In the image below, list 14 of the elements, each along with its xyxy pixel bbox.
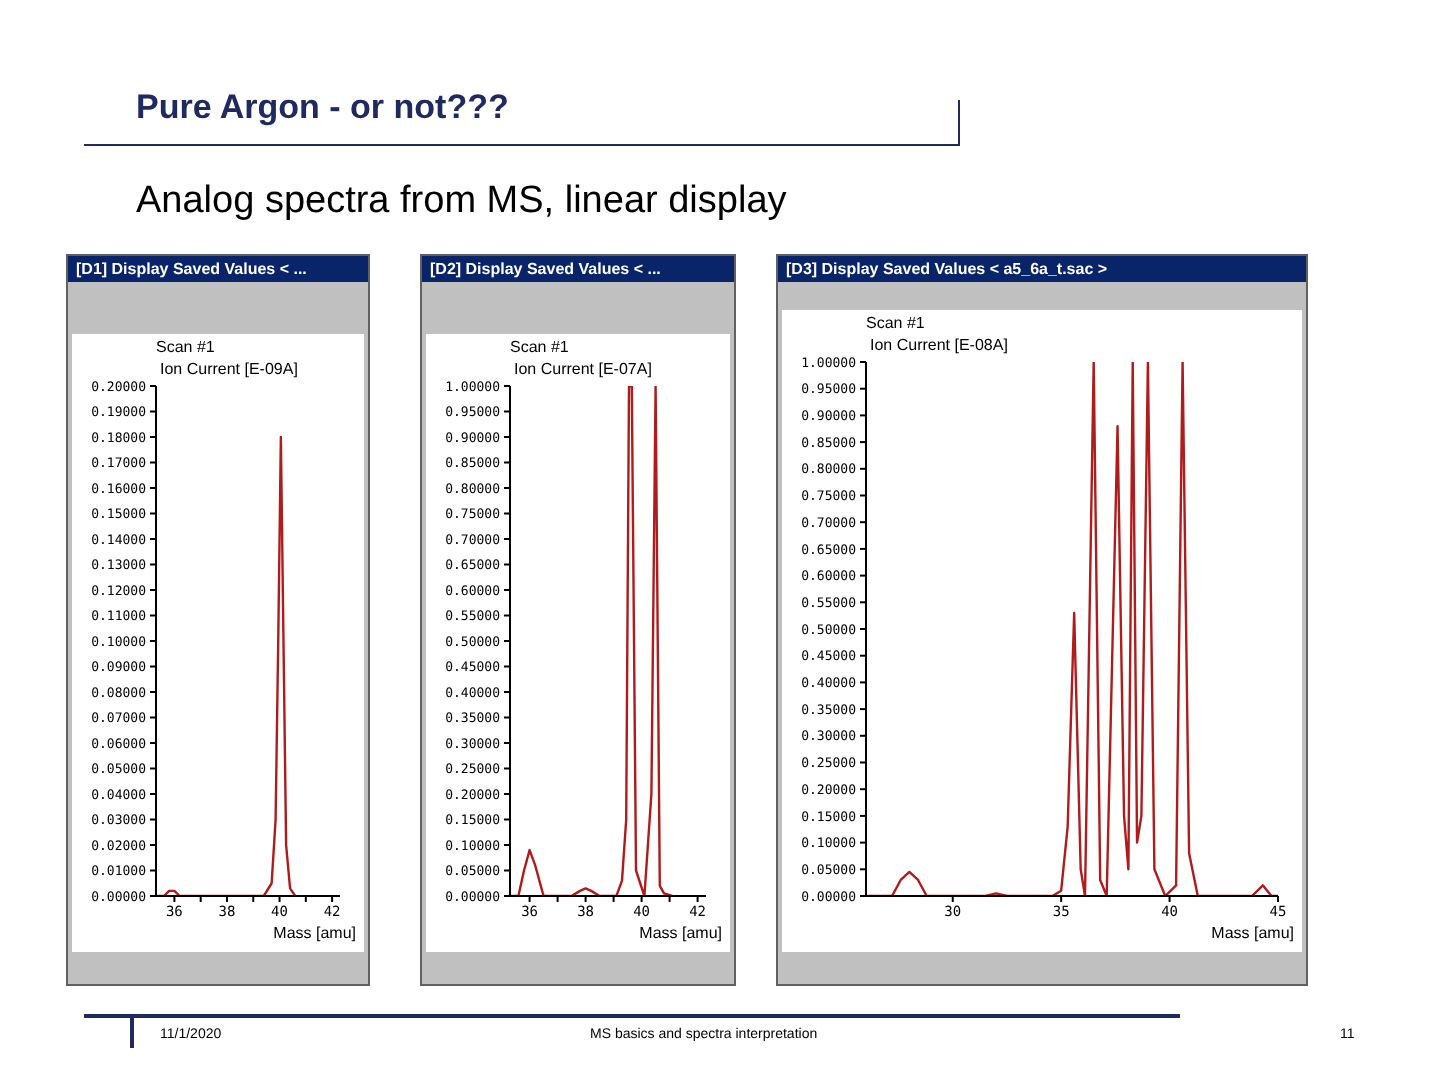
chart-title: [D2] Display Saved Values < ...	[422, 256, 734, 282]
y-axis-title: Ion Current [E-07A]	[514, 360, 654, 378]
chart-subtitle: Scan #1	[510, 338, 571, 356]
chart-subtitle: Scan #1	[866, 314, 927, 332]
x-axis-title: Mass [amu]	[637, 924, 722, 942]
chart-subtitle: Scan #1	[156, 338, 217, 356]
chart-title: [D3] Display Saved Values < a5_6a_t.sac >	[778, 256, 1306, 282]
x-axis-title: Mass [amu]	[1209, 924, 1294, 942]
text: Pure Argon - or not???	[136, 88, 509, 128]
y-axis-title: Ion Current [E-09A]	[160, 360, 300, 378]
x-axis-title: Mass [amu]	[271, 924, 356, 942]
text: Analog spectra from MS, linear display	[136, 180, 787, 224]
chart-title: [D1] Display Saved Values < ...	[68, 256, 368, 282]
y-axis-title: Ion Current [E-08A]	[870, 336, 1010, 354]
